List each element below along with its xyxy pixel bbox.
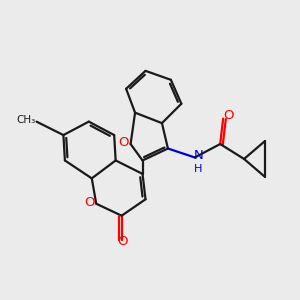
Text: CH₃: CH₃ <box>16 115 36 125</box>
Text: O: O <box>84 196 95 209</box>
Text: O: O <box>223 109 234 122</box>
Text: O: O <box>118 136 128 149</box>
Text: O: O <box>117 235 128 248</box>
Text: H: H <box>194 164 202 174</box>
Text: N: N <box>194 148 203 162</box>
